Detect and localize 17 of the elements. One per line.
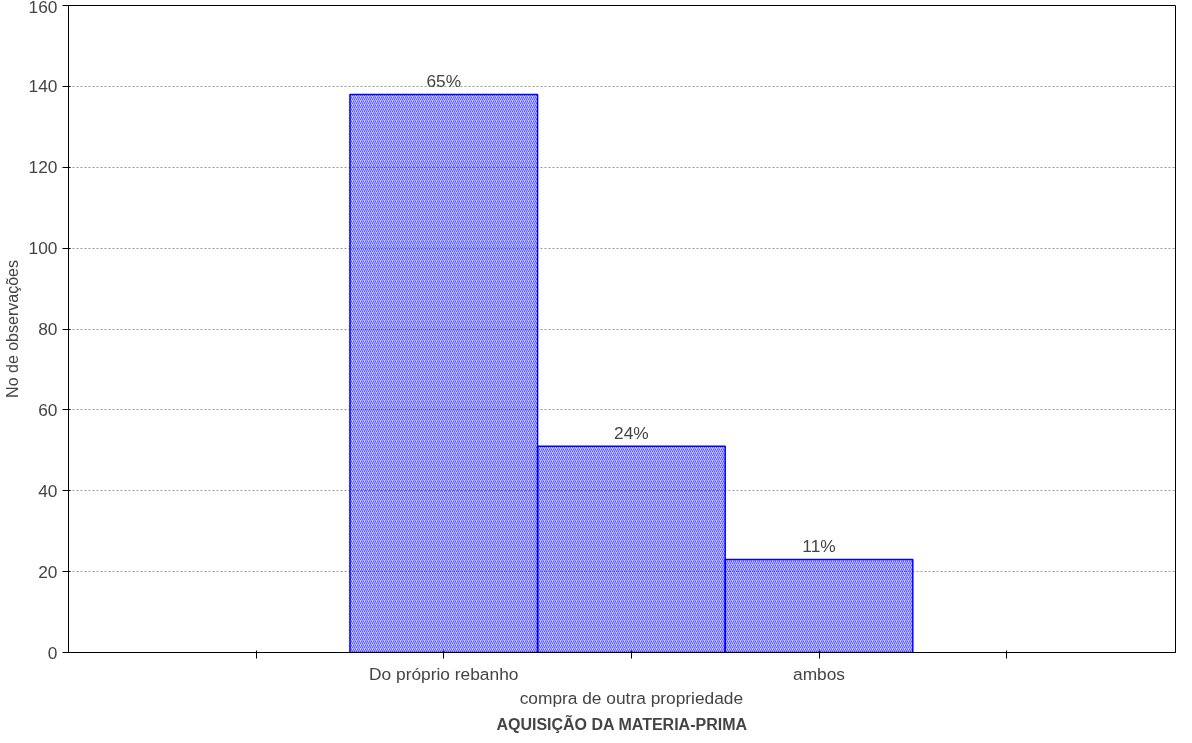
y-tick-label: 0 (47, 642, 58, 663)
annotation: 24% (614, 423, 649, 444)
y-tick-label: 20 (38, 561, 58, 582)
y-tick-label: 100 (28, 238, 58, 259)
x-axis-title: AQUISIÇÃO DA MATERIA-PRIMA (496, 713, 748, 733)
annotation: 65% (426, 71, 462, 92)
y-axis-title: No de observações (3, 260, 21, 398)
y-tick-label: 60 (38, 399, 58, 420)
annotation: 11% (802, 536, 836, 557)
y-tick-label: 140 (28, 76, 58, 97)
y-tick-label: 40 (38, 480, 58, 501)
y-tick-label: 120 (28, 157, 58, 178)
y-tick-label: 160 (28, 0, 58, 17)
y-tick-label: 80 (38, 319, 58, 339)
x-tick-label: compra de outra propriedade (519, 687, 744, 708)
x-tick-label: ambos (793, 663, 846, 684)
x-tick-label: Do próprio rebanho (369, 663, 519, 684)
